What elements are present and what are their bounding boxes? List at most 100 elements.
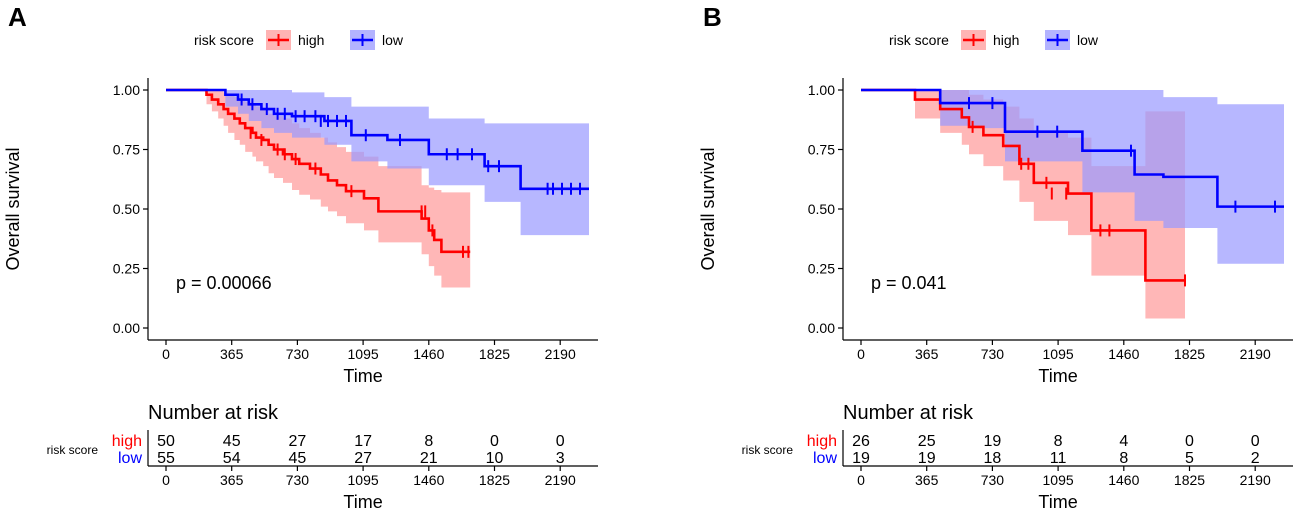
risk-table-row-label-high: high [807,433,837,450]
risk-table-cell-low: 54 [223,450,241,467]
x-tick-label: 365 [915,346,939,362]
risk-table-cell-high: 25 [918,433,936,450]
legend: risk score high low [889,30,1099,50]
y-tick-label: 0.25 [113,261,140,277]
risk-table-x-tick-label: 1460 [413,472,444,488]
survival-curve-high [166,88,471,254]
risk-table-cell-low: 45 [289,450,307,467]
risk-table-cell-high: 4 [1119,433,1128,450]
risk-table-cell-high: 26 [852,433,870,450]
x-tick-label: 1460 [1108,346,1139,362]
risk-table-cell-high: 17 [354,433,372,450]
risk-table-cell-high: 27 [289,433,307,450]
risk-table-x-tick-label: 2190 [545,472,576,488]
y-tick-label: 0.00 [808,320,835,336]
risk-table-cell-low: 3 [556,450,565,467]
legend-title: risk score [889,32,949,48]
risk-table-cell-high: 0 [556,433,565,450]
risk-table-title: Number at risk [148,402,279,424]
y-tick-label: 0.75 [113,142,140,158]
risk-table-cell-high: 19 [984,433,1002,450]
p-value: p = 0.00066 [176,273,272,293]
risk-table-cell-high: 8 [424,433,433,450]
legend-label-high: high [993,32,1019,48]
risk-table-cell-low: 8 [1119,450,1128,467]
legend: risk score high low [194,30,404,50]
risk-table-row-label-low: low [118,450,142,467]
risk-table-cell-low: 19 [852,450,870,467]
y-tick-label: 1.00 [113,82,140,98]
survival-curve-high [861,88,1185,282]
risk-table-cell-low: 19 [918,450,936,467]
risk-table-x-tick-label: 730 [286,472,310,488]
x-tick-label: 1095 [348,346,379,362]
x-tick-label: 2190 [545,346,576,362]
risk-table-strata-title: risk score [742,443,794,457]
survival-curve-low [166,88,589,191]
risk-table-row-label-high: high [112,433,142,450]
x-tick-label: 1825 [1174,346,1205,362]
ci-band-high [166,90,471,288]
risk-table-x-tick-label: 1095 [348,472,379,488]
risk-table-cell-high: 0 [1185,433,1194,450]
risk-table-row-label-low: low [813,450,837,467]
risk-table-x-tick-label: 1095 [1043,472,1074,488]
ci-band-high [861,90,1185,319]
risk-table-cell-high: 0 [1251,433,1260,450]
risk-table-title: Number at risk [843,402,974,424]
risk-table-x-tick-label: 1825 [1174,472,1205,488]
panel-label: A [8,2,27,32]
x-tick-label: 730 [981,346,1005,362]
risk-table-cell-low: 27 [354,450,372,467]
risk-table-x-tick-label: 365 [220,472,244,488]
x-tick-label: 1825 [479,346,510,362]
x-tick-label: 1460 [413,346,444,362]
legend-title: risk score [194,32,254,48]
risk-table-cell-low: 18 [984,450,1002,467]
survival-curve-low [861,88,1284,208]
ci-band-low [166,90,589,236]
y-tick-label: 0.50 [113,201,140,217]
risk-table-cell-low: 21 [420,450,438,467]
legend-label-low: low [382,32,404,48]
y-tick-label: 0.25 [808,261,835,277]
x-axis-title: Time [343,366,382,386]
risk-table-cell-low: 2 [1251,450,1260,467]
x-axis-title: Time [1038,366,1077,386]
risk-table-cell-low: 11 [1050,450,1067,467]
y-axis-title: Overall survival [698,147,718,270]
panel-label: B [703,2,722,32]
risk-table-x-tick-label: 1825 [479,472,510,488]
risk-table-x-axis-title: Time [1038,492,1077,512]
x-tick-label: 0 [162,346,170,362]
risk-table-x-axis-title: Time [343,492,382,512]
ci-band-low [861,90,1284,264]
risk-table-x-tick-label: 365 [915,472,939,488]
y-tick-label: 0.75 [808,142,835,158]
risk-table-x-tick-label: 1460 [1108,472,1139,488]
risk-table-x-tick-label: 0 [857,472,865,488]
legend-label-low: low [1077,32,1099,48]
x-tick-label: 365 [220,346,244,362]
risk-table-x-tick-label: 2190 [1240,472,1271,488]
risk-table-strata-title: risk score [47,443,99,457]
risk-table-cell-high: 0 [490,433,499,450]
risk-table-x-tick-label: 730 [981,472,1005,488]
risk-table-cell-low: 10 [486,450,504,467]
risk-table-cell-high: 8 [1054,433,1063,450]
risk-table-cell-low: 55 [157,450,175,467]
risk-table-x-tick-label: 0 [162,472,170,488]
x-tick-label: 2190 [1240,346,1271,362]
y-tick-label: 0.50 [808,201,835,217]
x-tick-label: 0 [857,346,865,362]
legend-label-high: high [298,32,324,48]
risk-table-cell-low: 5 [1185,450,1194,467]
y-tick-label: 0.00 [113,320,140,336]
x-tick-label: 1095 [1043,346,1074,362]
risk-table-cell-high: 50 [157,433,175,450]
p-value: p = 0.041 [871,273,947,293]
y-tick-label: 1.00 [808,82,835,98]
